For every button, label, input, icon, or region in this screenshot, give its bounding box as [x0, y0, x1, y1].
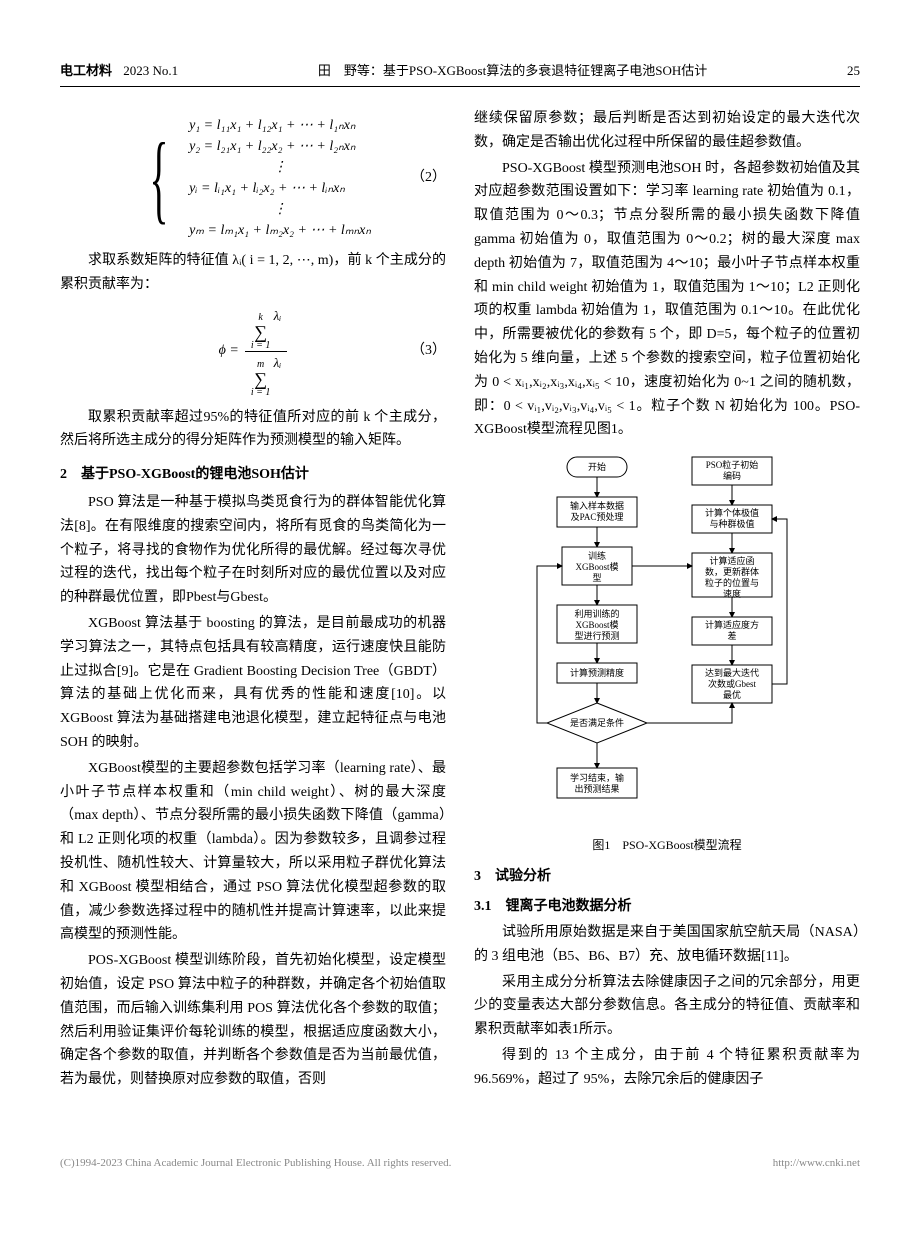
para: PSO 算法是一种基于模拟鸟类觅食行为的群体智能优化算法[8]。在有限维度的搜索…: [60, 491, 446, 610]
page-number: 25: [847, 60, 860, 82]
para: 试验所用原始数据是来自于美国国家航空航天局（NASA）的 3 组电池（B5、B6…: [474, 921, 860, 969]
right-column: 继续保留原参数；最后判断是否达到初始设定的最大迭代次数，确定是否输出优化过程中所…: [474, 107, 860, 1094]
sum-lower: i = 1: [251, 388, 271, 398]
eq3-number: （3）: [411, 339, 446, 363]
eq2-line: yₘ = lₘ₁x₁ + lₘ₂x₂ + ⋯ + lₘₙxₙ: [189, 220, 371, 241]
left-brace: {: [149, 128, 168, 228]
eq2-body: y₁ = l₁₁x₁ + l₁₂x₁ + ⋯ + l₁ₙxₙ y₂ = l₂₁x…: [189, 115, 371, 241]
para: POS-XGBoost 模型训练阶段，首先初始化模型，设定模型初始值，设定 PS…: [60, 949, 446, 1092]
node-predict: 利用训练的XGBoost模型进行预测: [574, 608, 619, 641]
eq3-phi: ϕ =: [219, 339, 239, 363]
para: 采用主成分分析算法去除健康因子之间的冗余部分，用更少的变量表达大部分参数信息。各…: [474, 971, 860, 1042]
eq2-line: ⋮: [189, 199, 371, 220]
journal-name: 电工材料: [60, 63, 112, 78]
subsection-heading: 3.1 锂离子电池数据分析: [474, 895, 860, 919]
copyright: (C)1994-2023 China Academic Journal Elec…: [60, 1154, 451, 1173]
section-heading: 3 试验分析: [474, 865, 860, 889]
node-start: 开始: [588, 461, 606, 472]
equation-3: ϕ = k∑i = 1 λᵢ m∑i = 1 λᵢ （3）: [60, 305, 446, 398]
section-heading: 2 基于PSO-XGBoost的锂电池SOH估计: [60, 463, 446, 487]
para: XGBoost 算法基于 boosting 的算法，是目前最成功的机器学习算法之…: [60, 612, 446, 755]
node-accuracy: 计算预测精度: [570, 667, 624, 678]
eq2-line: ⋮: [189, 157, 371, 178]
article-title: 田 野等：基于PSO-XGBoost算法的多衰退特征锂离子电池SOH估计: [318, 60, 707, 82]
eq2-number: （2）: [411, 166, 446, 190]
para: 取累积贡献率超过95%的特征值所对应的前 k 个主成分，然后将所选主成分的得分矩…: [60, 406, 446, 454]
footer-url: http://www.cnki.net: [773, 1154, 860, 1173]
sum-lower: i = 1: [251, 341, 271, 351]
para: PSO-XGBoost 模型预测电池SOH 时，各超参数初始值及其对应超参数范围…: [474, 157, 860, 443]
para: 继续保留原参数；最后判断是否达到初始设定的最大迭代次数，确定是否输出优化过程中所…: [474, 107, 860, 155]
eq2-line: yᵢ = lᵢ₁x₁ + lᵢ₂x₂ + ⋯ + lᵢₙxₙ: [189, 178, 371, 199]
content-columns: { y₁ = l₁₁x₁ + l₁₂x₁ + ⋯ + l₁ₙxₙ y₂ = l₂…: [60, 107, 860, 1094]
eq2-line: y₂ = l₂₁x₁ + l₂₂x₂ + ⋯ + l₂ₙxₙ: [189, 136, 371, 157]
para: XGBoost模型的主要超参数包括学习率（learning rate）、最小叶子…: [60, 757, 446, 947]
node-cond: 是否满足条件: [570, 717, 624, 728]
figure-1: 开始 输入样本数据及PAC预处理 训练XGBoost模型 利用训练的XGBoos…: [474, 452, 860, 855]
para: 得到的 13 个主成分，由于前 4 个特征累积贡献率为 96.569%，超过了 …: [474, 1044, 860, 1092]
eq2-line: y₁ = l₁₁x₁ + l₁₂x₁ + ⋯ + l₁ₙxₙ: [189, 115, 371, 136]
issue: 2023 No.1: [123, 63, 178, 78]
page-header: 电工材料 2023 No.1 田 野等：基于PSO-XGBoost算法的多衰退特…: [60, 60, 860, 87]
eq3-fraction: k∑i = 1 λᵢ m∑i = 1 λᵢ: [245, 305, 287, 398]
page-footer: (C)1994-2023 China Academic Journal Elec…: [60, 1154, 860, 1173]
lambda: λᵢ: [274, 355, 282, 370]
equation-2: { y₁ = l₁₁x₁ + l₁₂x₁ + ⋯ + l₁ₙxₙ y₂ = l₂…: [60, 115, 446, 241]
flowchart-svg: 开始 输入样本数据及PAC预处理 训练XGBoost模型 利用训练的XGBoos…: [532, 452, 802, 822]
lambda: λᵢ: [274, 308, 282, 323]
left-column: { y₁ = l₁₁x₁ + l₁₂x₁ + ⋯ + l₁ₙxₙ y₂ = l₂…: [60, 107, 446, 1094]
para: 求取系数矩阵的特征值 λᵢ( i = 1, 2, ⋯, m)，前 k 个主成分的…: [60, 249, 446, 297]
figure-caption: 图1 PSO-XGBoost模型流程: [474, 835, 860, 855]
journal-issue: 电工材料 2023 No.1: [60, 60, 178, 82]
